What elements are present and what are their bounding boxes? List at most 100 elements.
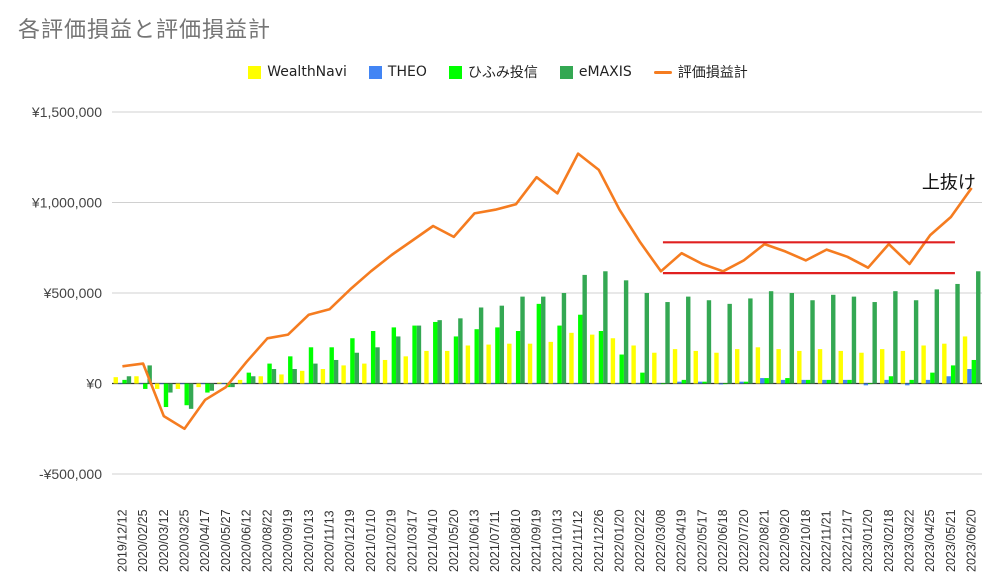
- bar-THEO: [490, 383, 496, 385]
- bar-WealthNavi: [237, 379, 243, 384]
- bar-ひふみ投信: [267, 363, 272, 384]
- bar-ひふみ投信: [246, 372, 252, 384]
- bar-WealthNavi: [217, 382, 222, 384]
- bar-ひふみ投信: [743, 381, 749, 384]
- bar-ひふみ投信: [702, 381, 707, 384]
- x-tick-label: 2022/08/21: [758, 509, 772, 572]
- bar-WealthNavi: [652, 352, 657, 384]
- bar-ひふみ投信: [681, 379, 687, 384]
- bar-eMAXIS: [251, 376, 256, 384]
- x-tick-label: 2022/01/20: [613, 509, 627, 572]
- bar-eMAXIS: [188, 383, 194, 409]
- bar-ひふみ投信: [350, 338, 355, 384]
- bar-THEO: [304, 383, 309, 385]
- bar-ひふみ投信: [412, 325, 417, 384]
- bar-ひふみ投信: [495, 327, 500, 384]
- bar-eMAXIS: [499, 305, 505, 384]
- bar-WealthNavi: [362, 363, 367, 384]
- bar-WealthNavi: [838, 350, 843, 384]
- x-tick-label: 2020/03/25: [178, 509, 192, 572]
- bar-WealthNavi: [693, 350, 698, 384]
- bar-WealthNavi: [548, 341, 553, 384]
- bar-eMAXIS: [748, 298, 753, 384]
- bar-WealthNavi: [672, 349, 678, 384]
- bar-THEO: [242, 383, 247, 385]
- y-tick-labels: -¥500,000 ¥0 ¥500,000 ¥1,000,000 ¥1,500,000: [31, 104, 102, 482]
- bar-WealthNavi: [465, 345, 471, 384]
- bar-eMAXIS: [147, 365, 152, 384]
- bar-ひふみ投信: [329, 347, 334, 384]
- bar-eMAXIS: [230, 383, 235, 388]
- bar-WealthNavi: [942, 343, 947, 384]
- bar-THEO: [656, 383, 661, 385]
- annotation-text: 上抜け: [922, 172, 976, 192]
- bar-THEO: [635, 383, 641, 385]
- x-tick-label: 2021/02/19: [385, 509, 399, 572]
- bar-ひふみ投信: [391, 327, 397, 384]
- x-tick-label: 2022/07/20: [737, 509, 751, 572]
- x-tick-label: 2021/09/19: [530, 509, 544, 572]
- bar-eMAXIS: [375, 347, 380, 384]
- bar-THEO: [967, 369, 972, 384]
- bar-THEO: [946, 376, 951, 384]
- total-line: [122, 152, 973, 431]
- y-tick-label: ¥500,000: [43, 285, 103, 301]
- x-tick-label: 2021/08/10: [509, 509, 523, 572]
- legend-item-total[interactable]: 評価損益計: [653, 62, 748, 82]
- y-tick-label: ¥1,500,000: [31, 104, 102, 120]
- bar-THEO: [780, 379, 786, 384]
- bar-ひふみ投信: [764, 378, 769, 384]
- bar-ひふみ投信: [971, 359, 977, 384]
- bar-THEO: [470, 383, 475, 385]
- bar-WealthNavi: [610, 338, 616, 384]
- x-tick-label: 2020/09/19: [281, 509, 295, 572]
- bar-THEO: [801, 379, 806, 384]
- bar-eMAXIS: [541, 296, 546, 384]
- x-tick-label: 2023/03/22: [903, 509, 917, 572]
- bar-eMAXIS: [582, 274, 587, 384]
- bar-ひふみ投信: [909, 379, 914, 384]
- bar-WealthNavi: [589, 334, 595, 384]
- bar-THEO: [428, 383, 434, 385]
- bar-WealthNavi: [134, 376, 139, 384]
- bar-eMAXIS: [396, 336, 401, 384]
- x-tick-label: 2021/12/26: [592, 509, 606, 572]
- bar-eMAXIS: [727, 303, 732, 384]
- bar-THEO: [573, 383, 579, 385]
- bar-eMAXIS: [644, 293, 650, 384]
- bar-WealthNavi: [403, 356, 408, 384]
- bar-eMAXIS: [603, 271, 608, 384]
- bar-eMAXIS: [416, 325, 422, 384]
- bar-WealthNavi: [776, 349, 781, 384]
- legend-item-theo[interactable]: THEO: [368, 62, 427, 82]
- bar-ひふみ投信: [143, 383, 148, 389]
- bar-THEO: [449, 383, 454, 385]
- bar-THEO: [842, 379, 848, 384]
- bar-eMAXIS: [292, 369, 297, 384]
- bar-WealthNavi: [879, 349, 885, 384]
- bar-WealthNavi: [320, 369, 326, 384]
- bar-ひふみ投信: [205, 383, 210, 393]
- bar-THEO: [407, 383, 413, 385]
- bar-THEO: [387, 383, 392, 385]
- x-tick-label: 2022/12/17: [840, 509, 854, 572]
- legend-item-wealthnavi[interactable]: WealthNavi: [248, 62, 347, 82]
- bar-THEO: [718, 383, 724, 385]
- legend-item-emaxis[interactable]: eMAXIS: [559, 62, 632, 82]
- bar-WealthNavi: [154, 383, 160, 389]
- x-tick-label: 2022/06/18: [716, 509, 730, 572]
- bar-ひふみ投信: [122, 379, 127, 384]
- y-tick-label: -¥500,000: [39, 466, 102, 482]
- bar-ひふみ投信: [826, 379, 832, 384]
- x-tick-label: 2021/04/10: [426, 509, 440, 572]
- bar-WealthNavi: [569, 332, 574, 384]
- legend-item-hifumi[interactable]: ひふみ投信: [448, 62, 538, 82]
- bar-eMAXIS: [209, 383, 215, 391]
- bar-THEO: [532, 383, 537, 385]
- bar-ひふみ投信: [536, 303, 542, 384]
- bar-eMAXIS: [271, 369, 277, 384]
- bar-WealthNavi: [859, 352, 864, 384]
- bar-WealthNavi: [424, 350, 429, 384]
- bar-THEO: [366, 383, 371, 385]
